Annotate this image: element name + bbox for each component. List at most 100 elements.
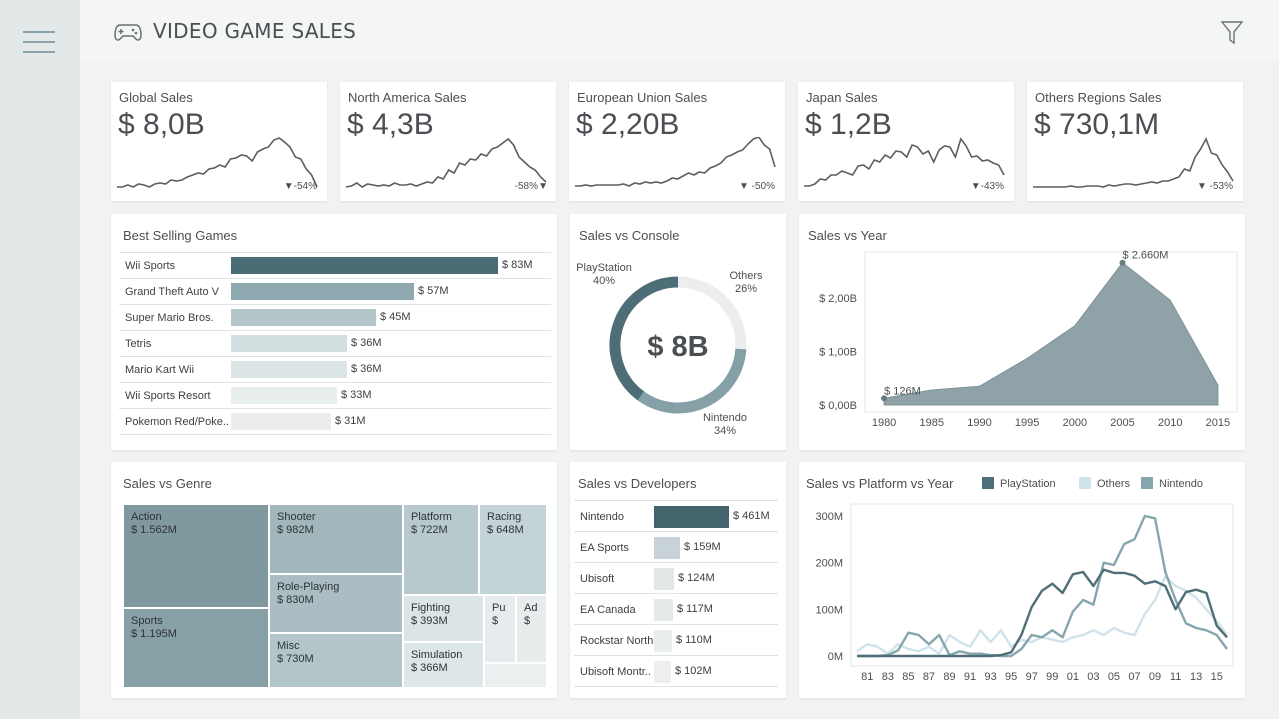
- header: VIDEO GAME SALES: [80, 0, 1279, 62]
- genre-value: $: [492, 615, 499, 627]
- x-tick-label: 07: [1128, 671, 1140, 683]
- developer-name: Ubisoft Montr..: [580, 666, 651, 678]
- x-tick-label: 95: [1005, 671, 1017, 683]
- x-tick-label: 89: [943, 671, 955, 683]
- sales-year-panel: Sales vs Year $ 0,00B $ 1,00B $ 2,00B 1980 1…: [799, 214, 1245, 450]
- genre-name: Platform: [411, 511, 452, 523]
- genre-name: Sports: [131, 615, 163, 627]
- kpi-value: $ 4,3B: [347, 108, 434, 141]
- legend-swatch: [982, 477, 994, 489]
- x-tick-label: 2005: [1110, 417, 1134, 429]
- developer-value: $ 461M: [733, 510, 770, 522]
- kpi-card: Japan Sales $ 1,2B ▼-43%: [798, 82, 1014, 201]
- sparkline-path: [1033, 137, 1234, 188]
- kpi-title: North America Sales: [348, 90, 467, 105]
- genre-name: Pu: [492, 602, 506, 614]
- genre-value: $ 830M: [277, 594, 314, 606]
- filter-icon[interactable]: [1220, 20, 1244, 46]
- x-tick-label: 09: [1149, 671, 1161, 683]
- delta-marker: ▼: [538, 181, 548, 192]
- plot-frame: [864, 251, 1238, 413]
- donut-label-pct: 40%: [593, 275, 615, 287]
- genre-value: $ 648M: [487, 524, 524, 536]
- panel-title: Sales vs Developers: [578, 476, 697, 491]
- y-tick-label: $ 2,00B: [819, 293, 857, 305]
- table-row: EA Sports $ 159M: [574, 532, 778, 563]
- x-tick-label: 11: [1170, 671, 1181, 683]
- donut-slice-others: [677, 276, 747, 350]
- developer-bar: [654, 630, 672, 652]
- treemap-cell: Fighting $ 393M: [403, 595, 484, 642]
- donut-slice-nintendo: [637, 348, 747, 414]
- series-line-nintendo: [857, 514, 1228, 658]
- genre-value: $ 730M: [277, 653, 314, 665]
- developer-value: $ 117M: [677, 603, 713, 615]
- sparkline-path: [804, 137, 1005, 187]
- platform-year-chart: 0M 100M 200M 300M 81 83 85 87 89 91 93 95 97 99 01 03 05…: [815, 503, 1234, 683]
- donut-label-name: PlayStation: [576, 262, 632, 274]
- kpi-sparkline: [804, 137, 1005, 187]
- genre-value: $ 366M: [411, 662, 448, 674]
- treemap-cell: Action $ 1.562M: [123, 504, 269, 608]
- developer-bar: [654, 506, 729, 528]
- game-bar: [231, 257, 498, 274]
- table-row: Rockstar North $ 110M: [574, 625, 778, 656]
- plot-frame: [850, 503, 1234, 667]
- kpi-value: $ 8,0B: [118, 108, 205, 141]
- genre-name: Action: [131, 511, 162, 523]
- x-tick-label: 1985: [920, 417, 944, 429]
- genre-value: $: [524, 615, 531, 627]
- legend-label: Others: [1097, 478, 1131, 490]
- kpi-value: $ 2,20B: [576, 108, 680, 141]
- table-row: Wii Sports Resort $ 33M: [119, 383, 551, 409]
- genre-name: Simulation: [411, 649, 463, 661]
- x-tick-label: 01: [1067, 671, 1079, 683]
- treemap-cell: Simulation $ 366M: [403, 642, 484, 688]
- genre-name: Fighting: [411, 602, 451, 614]
- treemap-cell: Ad $: [516, 595, 547, 663]
- treemap-cell: [484, 663, 547, 688]
- kpi-delta: ▼-43%: [970, 181, 1004, 192]
- developer-name: Nintendo: [580, 511, 625, 523]
- game-name: Grand Theft Auto V: [125, 286, 219, 298]
- game-value: $ 83M: [502, 259, 533, 271]
- table-row: Ubisoft $ 124M: [574, 563, 778, 594]
- annotation-label: $ 2.660M: [1123, 250, 1169, 262]
- panel-title: Sales vs Genre: [123, 476, 212, 491]
- y-tick-label: 200M: [815, 558, 843, 570]
- genre-value: $ 722M: [411, 524, 448, 536]
- developer-value: $ 110M: [676, 634, 712, 646]
- game-value: $ 31M: [335, 415, 366, 427]
- menu-icon[interactable]: [23, 31, 55, 55]
- table-row: Pokemon Red/Poke.. $ 31M: [119, 409, 551, 435]
- table-row: EA Canada $ 117M: [574, 594, 778, 625]
- page-title: VIDEO GAME SALES: [153, 19, 357, 43]
- x-tick-label: 03: [1087, 671, 1099, 683]
- sparkline-path: [575, 137, 776, 187]
- table-row: Grand Theft Auto V $ 57M: [119, 279, 551, 305]
- genre-name: Ad: [524, 602, 538, 614]
- developer-bar: [654, 568, 674, 590]
- kpi-value: $ 730,1M: [1034, 108, 1160, 141]
- kpi-card: Others Regions Sales $ 730,1M ▼ -53%: [1027, 82, 1243, 201]
- y-tick-label: 100M: [815, 604, 843, 616]
- panel-title: Sales vs Year: [808, 228, 887, 243]
- game-name: Wii Sports: [125, 260, 176, 272]
- x-tick-label: 15: [1211, 671, 1223, 683]
- developer-bar: [654, 599, 673, 621]
- x-tick-label: 87: [923, 671, 935, 683]
- genre-value: $ 1.562M: [131, 524, 177, 536]
- donut-slice-playstation: [609, 276, 679, 401]
- game-value: $ 36M: [351, 363, 382, 375]
- sidebar: [0, 0, 80, 719]
- game-bar: [231, 387, 337, 404]
- game-bar: [231, 283, 414, 300]
- x-tick-label: 93: [984, 671, 996, 683]
- y-tick-label: $ 0,00B: [819, 400, 857, 412]
- developer-value: $ 159M: [684, 541, 721, 553]
- developer-value: $ 124M: [678, 572, 715, 584]
- game-bar: [231, 335, 347, 352]
- genre-name: Racing: [487, 511, 522, 523]
- kpi-sparkline: [575, 137, 776, 187]
- x-tick-label: 91: [964, 671, 976, 683]
